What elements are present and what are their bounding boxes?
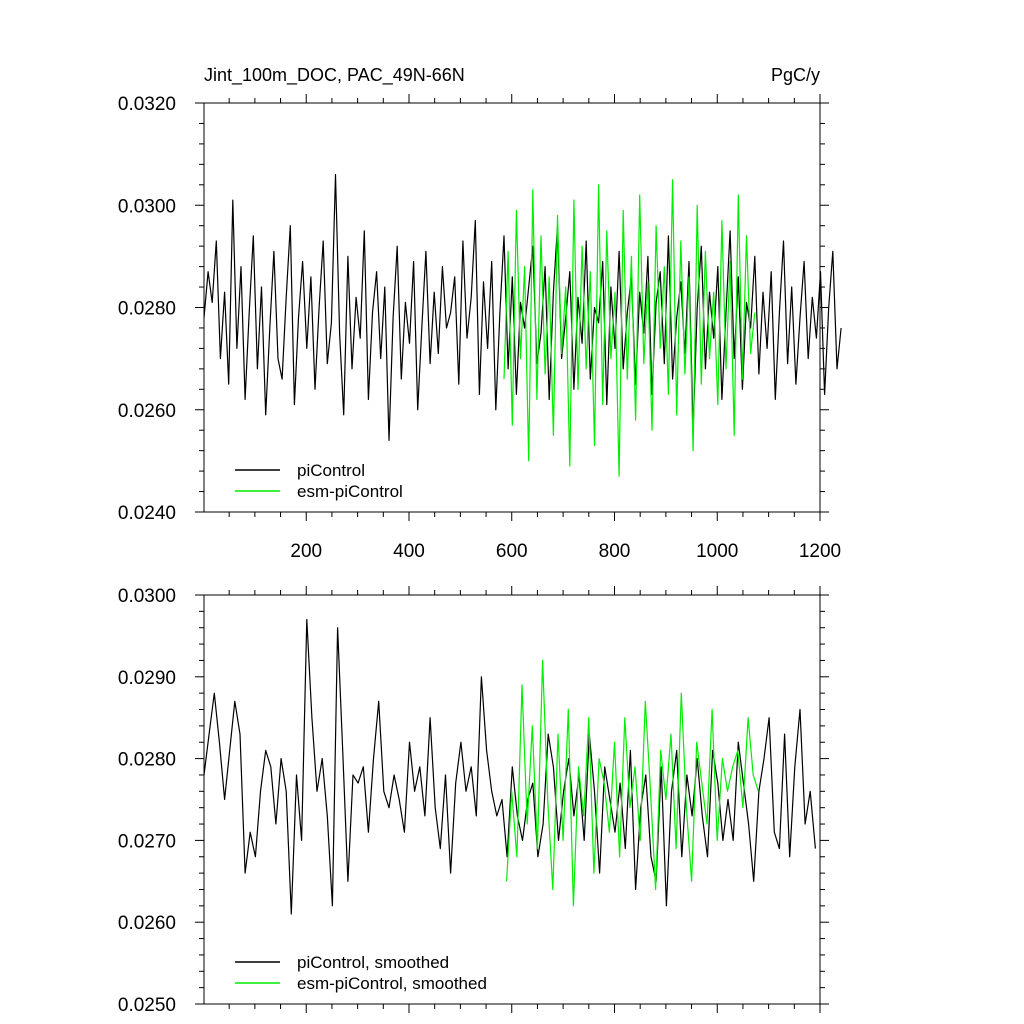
- x-tick-label: 1000: [696, 541, 738, 562]
- series-line-esm-picontrol: [503, 179, 756, 477]
- x-tick-label: 600: [496, 541, 528, 562]
- legend-label: piControl, smoothed: [297, 953, 449, 972]
- top-title-left: Jint_100m_DOC, PAC_49N-66N: [204, 65, 465, 86]
- top-axes: 200 400 600 800 1000 1200 0.0240 0.0260 0.0280 0.…: [118, 94, 841, 562]
- legend-label: piControl: [297, 461, 365, 480]
- y-tick-label: 0.0260: [118, 913, 176, 934]
- y-tick-label: 0.0240: [118, 503, 176, 524]
- y-tick-label: 0.0280: [118, 299, 176, 320]
- y-tick-label: 0.0280: [118, 750, 176, 771]
- top-legend: piControl esm-piControl: [235, 461, 403, 501]
- legend-label: esm-piControl, smoothed: [297, 974, 487, 993]
- bottom-legend: piControl, smoothed esm-piControl, smooth…: [235, 953, 487, 993]
- legend-label: esm-piControl: [297, 482, 403, 501]
- top-panel: 200 400 600 800 1000 1200 0.0240 0.0260 0.0280 0.…: [118, 65, 842, 562]
- bottom-series: [203, 618, 816, 915]
- x-tick-label: 800: [599, 541, 631, 562]
- y-tick-label: 0.0300: [118, 196, 176, 217]
- bottom-axes: 0.0250 0.0260 0.0270 0.0280 0.0290 0.0300: [118, 586, 829, 1016]
- y-tick-label: 0.0320: [118, 94, 176, 115]
- y-tick-label: 0.0300: [118, 586, 176, 607]
- top-title-right: PgC/y: [771, 65, 820, 85]
- x-tick-label: 400: [393, 541, 425, 562]
- top-series: [203, 174, 842, 477]
- bottom-panel: 0.0250 0.0260 0.0270 0.0280 0.0290 0.0300 piC…: [118, 586, 829, 1016]
- y-tick-label: 0.0260: [118, 401, 176, 422]
- y-tick-label: 0.0290: [118, 668, 176, 689]
- x-tick-label: 1200: [799, 541, 841, 562]
- y-tick-label: 0.0270: [118, 831, 176, 852]
- y-tick-label: 0.0250: [118, 995, 176, 1016]
- series-line-esm-picontrol-smoothed: [506, 659, 759, 907]
- top-plot-frame: [203, 102, 821, 513]
- x-tick-label: 200: [290, 541, 322, 562]
